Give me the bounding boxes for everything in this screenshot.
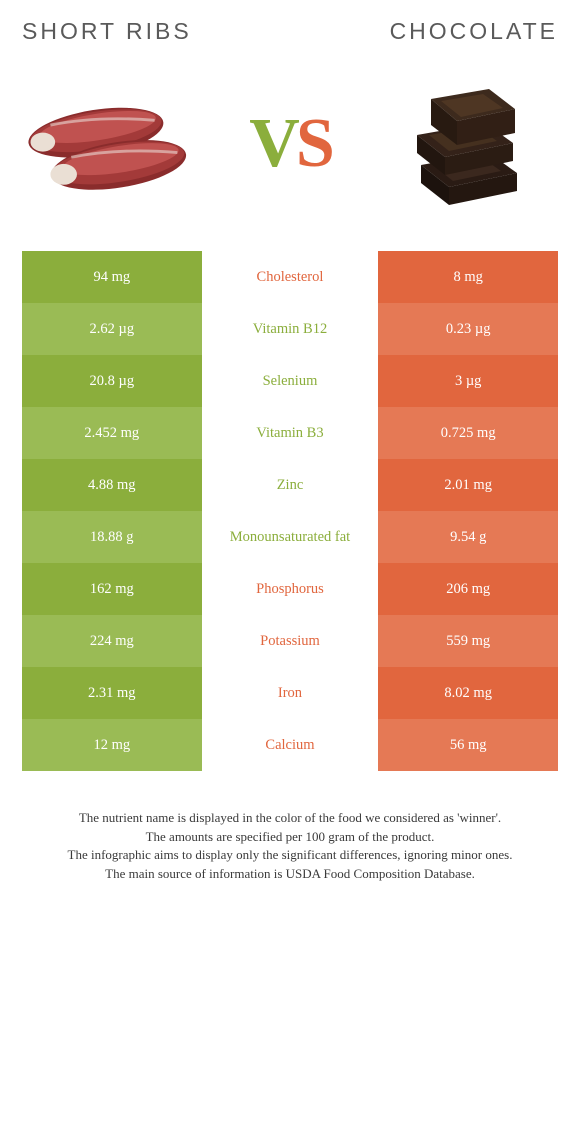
ribs-icon [22, 74, 202, 214]
right-value: 0.23 µg [378, 303, 558, 355]
footer-line: The amounts are specified per 100 gram o… [28, 828, 552, 846]
nutrient-label: Zinc [202, 459, 379, 511]
table-row: 4.88 mgZinc2.01 mg [22, 459, 558, 511]
table-row: 20.8 µgSelenium3 µg [22, 355, 558, 407]
table-row: 2.452 mgVitamin B30.725 mg [22, 407, 558, 459]
nutrient-label: Potassium [202, 615, 379, 667]
table-row: 2.31 mgIron8.02 mg [22, 667, 558, 719]
left-value: 18.88 g [22, 511, 202, 563]
right-value: 56 mg [378, 719, 558, 771]
images-row: VS [22, 59, 558, 229]
vs-v: V [249, 104, 296, 184]
table-row: 2.62 µgVitamin B120.23 µg [22, 303, 558, 355]
nutrient-label: Monounsaturated fat [202, 511, 379, 563]
nutrient-table: 94 mgCholesterol8 mg2.62 µgVitamin B120.… [22, 251, 558, 771]
vs-label: VS [249, 104, 331, 184]
nutrient-label: Iron [202, 667, 379, 719]
left-value: 12 mg [22, 719, 202, 771]
left-value: 2.31 mg [22, 667, 202, 719]
left-value: 2.62 µg [22, 303, 202, 355]
header-row: SHORT RIBS CHOCOLATE [22, 18, 558, 45]
table-row: 224 mgPotassium559 mg [22, 615, 558, 667]
left-value: 2.452 mg [22, 407, 202, 459]
footer-line: The main source of information is USDA F… [28, 865, 552, 883]
right-value: 2.01 mg [378, 459, 558, 511]
table-row: 12 mgCalcium56 mg [22, 719, 558, 771]
left-value: 20.8 µg [22, 355, 202, 407]
table-row: 94 mgCholesterol8 mg [22, 251, 558, 303]
right-value: 559 mg [378, 615, 558, 667]
left-value: 94 mg [22, 251, 202, 303]
vs-s: S [296, 104, 331, 184]
table-row: 162 mgPhosphorus206 mg [22, 563, 558, 615]
footer-notes: The nutrient name is displayed in the co… [22, 809, 558, 882]
short-ribs-image [22, 69, 202, 219]
right-value: 8.02 mg [378, 667, 558, 719]
right-value: 9.54 g [378, 511, 558, 563]
chocolate-icon [391, 69, 546, 219]
left-value: 4.88 mg [22, 459, 202, 511]
chocolate-image [378, 69, 558, 219]
right-value: 3 µg [378, 355, 558, 407]
right-value: 0.725 mg [378, 407, 558, 459]
footer-line: The nutrient name is displayed in the co… [28, 809, 552, 827]
right-value: 206 mg [378, 563, 558, 615]
nutrient-label: Selenium [202, 355, 379, 407]
table-row: 18.88 gMonounsaturated fat9.54 g [22, 511, 558, 563]
nutrient-label: Cholesterol [202, 251, 379, 303]
nutrient-label: Phosphorus [202, 563, 379, 615]
nutrient-label: Vitamin B3 [202, 407, 379, 459]
nutrient-label: Calcium [202, 719, 379, 771]
infographic-container: SHORT RIBS CHOCOLATE VS [0, 0, 580, 913]
left-value: 162 mg [22, 563, 202, 615]
right-food-title: CHOCOLATE [390, 18, 558, 45]
left-value: 224 mg [22, 615, 202, 667]
right-value: 8 mg [378, 251, 558, 303]
footer-line: The infographic aims to display only the… [28, 846, 552, 864]
nutrient-label: Vitamin B12 [202, 303, 379, 355]
left-food-title: SHORT RIBS [22, 18, 192, 45]
